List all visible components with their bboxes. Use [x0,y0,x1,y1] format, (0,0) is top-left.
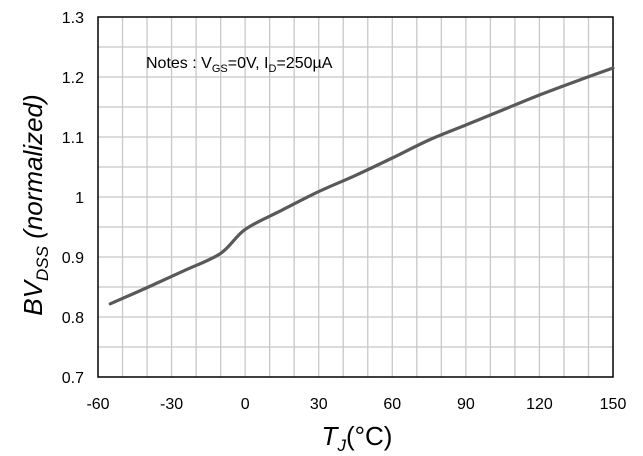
x-tick-label: -60 [86,396,109,413]
x-tick-label: 0 [241,396,250,413]
x-tick-label: -30 [160,396,183,413]
test-conditions-note: Notes : VGS=0V, ID=250µA [146,55,333,75]
grid-lines [98,17,613,377]
note-id-value: =250µA [276,55,332,72]
y-tick-label: 1 [75,190,84,207]
y-tick-label: 0.7 [62,370,84,387]
plot-area-frame [97,16,614,378]
y-tick-label: 1.3 [62,10,84,27]
x-tick-label: 120 [526,396,553,413]
tick-labels: -60 -30 0 30 60 90 120 150 0.7 0.8 0.9 1 1.1 1.2 1.3 [62,10,627,413]
x-tick-label: 150 [600,396,627,413]
y-axis-title: BVDSS (normalized) [18,94,52,315]
x-axis-title: TJ(°C) [322,421,393,455]
x-tick-label: 90 [457,396,475,413]
x-tick-label: 60 [383,396,401,413]
x-axis-title-main: T [322,421,340,451]
note-id-subscript: D [269,63,277,75]
y-axis-title-subscript: DSS [33,245,52,281]
y-tick-label: 1.1 [62,130,84,147]
y-tick-label: 0.8 [62,310,84,327]
y-axis-title-main: BV [18,278,48,315]
x-axis-title-subscript: J [336,436,346,455]
x-axis-title-unit: (°C) [346,421,393,451]
note-vgs-value: =0V, I [228,55,269,72]
note-vgs-subscript: GS [212,63,228,75]
data-series [108,66,615,306]
y-tick-label: 0.9 [62,250,84,267]
y-tick-label: 1.2 [62,70,84,87]
series-line [108,66,615,306]
y-axis-title-rest: (normalized) [18,94,48,246]
x-tick-label: 30 [310,396,328,413]
note-prefix: Notes : V [146,55,212,72]
